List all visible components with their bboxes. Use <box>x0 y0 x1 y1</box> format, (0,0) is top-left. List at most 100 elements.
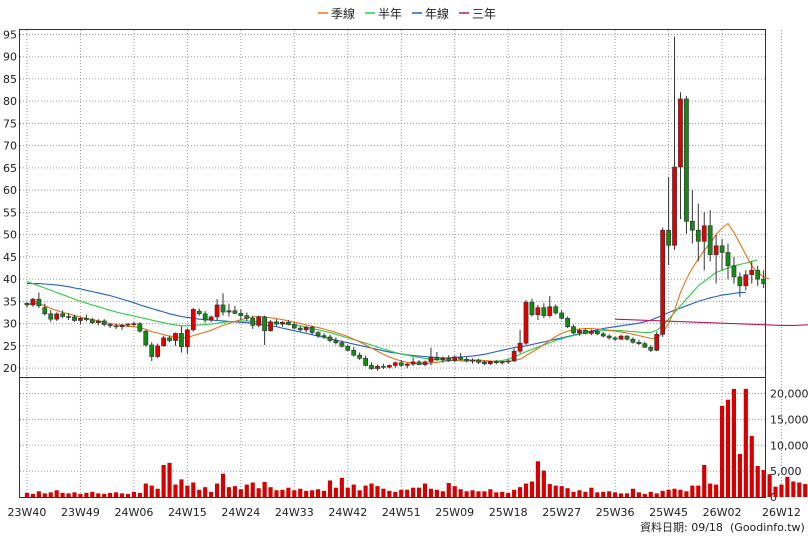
candle-body <box>113 325 119 328</box>
candle-body <box>410 361 416 365</box>
candle-body <box>571 326 576 334</box>
candle-body <box>268 321 273 332</box>
volume-bar <box>114 492 119 497</box>
price-tick-label: 30 <box>3 318 17 331</box>
candle-body <box>612 337 618 340</box>
volume-bar <box>78 493 83 497</box>
candle-body <box>493 361 499 364</box>
volume-bar <box>321 490 327 497</box>
candle-body <box>577 329 582 334</box>
candle-body <box>707 225 713 255</box>
volume-bar <box>422 483 428 497</box>
week-tick-label: 25W27 <box>542 506 581 519</box>
volume-bar <box>173 484 178 497</box>
candle-body <box>149 344 155 357</box>
week-tick-label: 23W40 <box>8 506 47 519</box>
candle-body <box>375 366 380 369</box>
volume-bar <box>72 492 77 497</box>
volume-bar <box>262 481 267 497</box>
volume-bar <box>624 493 630 497</box>
volume-bar <box>618 493 624 497</box>
candle-body <box>238 313 244 316</box>
volume-bar <box>737 454 742 497</box>
volume-bar <box>773 486 778 497</box>
week-tick-label: 25W09 <box>435 506 474 519</box>
week-tick-label: 24W24 <box>221 506 260 519</box>
candle-body <box>315 332 321 336</box>
volume-tick-label: 0 <box>770 491 777 504</box>
candle-body <box>565 317 570 328</box>
volume-bar <box>209 491 214 497</box>
candle-body <box>678 98 683 168</box>
volume-bar <box>399 489 404 497</box>
volume-bar <box>583 491 588 497</box>
candle-body <box>731 265 737 278</box>
volume-bar <box>749 435 754 497</box>
volume-bar <box>696 485 701 497</box>
volume-bar <box>315 489 321 497</box>
candle-body <box>386 365 392 368</box>
candle-body <box>280 321 285 325</box>
volume-bar <box>351 484 356 497</box>
candle-body <box>452 356 458 361</box>
volume-bar <box>244 484 249 497</box>
volume-bar <box>428 488 434 497</box>
candle-body <box>72 316 77 321</box>
candle-body <box>256 316 262 326</box>
volume-bar <box>636 492 641 497</box>
candle-body <box>624 335 630 340</box>
candle-body <box>345 346 351 351</box>
candle-body <box>440 358 446 360</box>
candle-body <box>755 269 761 280</box>
volume-bar <box>482 491 487 497</box>
candle-body <box>559 312 565 319</box>
candle-body <box>737 276 743 287</box>
candle-body <box>143 330 149 346</box>
candle-body <box>214 304 220 318</box>
volume-bar <box>690 485 695 497</box>
week-tick-label: 25W45 <box>649 506 688 519</box>
volume-bar <box>500 491 505 497</box>
volume-bar <box>137 492 142 497</box>
candle-body <box>535 307 541 316</box>
price-tick-label: 75 <box>3 117 17 130</box>
volume-bar <box>476 491 481 497</box>
volume-bar <box>220 473 226 497</box>
volume-bar <box>191 482 196 497</box>
ma-quarter-line <box>26 222 770 365</box>
volume-bar <box>512 489 517 497</box>
volume-bar <box>541 470 546 497</box>
volume-bar <box>488 489 493 497</box>
volume-bar <box>719 405 725 497</box>
price-tick-label: 25 <box>3 340 17 353</box>
volume-bar <box>203 487 208 497</box>
volume-bar <box>601 491 606 497</box>
volume-bar <box>161 464 166 497</box>
candle-body <box>131 323 137 325</box>
candle-body <box>351 350 357 356</box>
volume-bar <box>630 488 636 497</box>
volume-bar <box>102 493 107 497</box>
candle-body <box>285 321 291 325</box>
volume-bar <box>274 490 279 497</box>
volume-bar <box>280 489 285 497</box>
volume-bar <box>725 399 731 497</box>
volume-bar <box>607 491 612 497</box>
volume-bar <box>416 487 422 497</box>
week-tick-label: 24W06 <box>114 506 153 519</box>
candle-body <box>208 316 214 321</box>
volume-bar <box>387 490 392 497</box>
volume-bar <box>375 486 380 497</box>
volume-bar <box>761 470 766 497</box>
week-tick-label: 24W15 <box>168 506 207 519</box>
price-tick-label: 80 <box>3 95 17 108</box>
volume-bar <box>226 487 232 497</box>
price-tick-label: 70 <box>3 140 17 153</box>
week-axis-ticks: 23W40 23W49 24W06 24W15 24W24 24W33 24W42 24W51… <box>8 506 801 519</box>
candle-body <box>84 317 89 320</box>
candle-body <box>226 310 232 313</box>
candle-body <box>173 333 178 341</box>
volume-bar <box>470 490 475 497</box>
volume-bar <box>286 487 291 497</box>
volume-bar <box>125 493 131 497</box>
